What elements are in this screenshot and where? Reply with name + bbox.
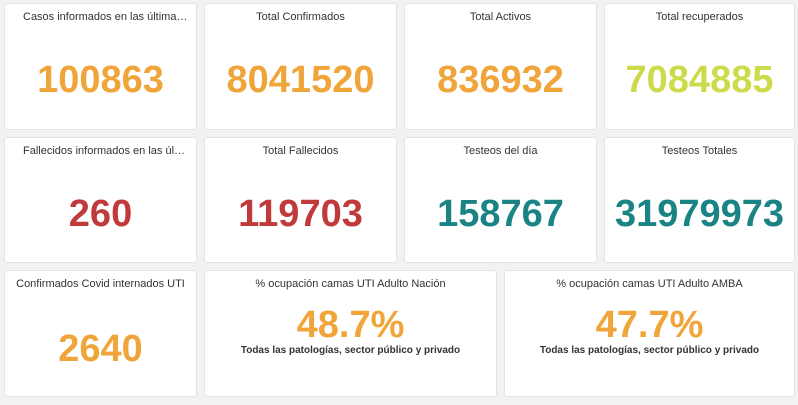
- card-title: Total Fallecidos: [262, 145, 339, 157]
- card-title: % ocupación camas UTI Adulto AMBA: [556, 278, 743, 290]
- card-value: 260: [68, 193, 133, 235]
- card-ocupacion-uti-amba: % ocupación camas UTI Adulto AMBA 47.7% …: [504, 270, 795, 397]
- card-value: 31979973: [614, 193, 785, 235]
- card-value: 119703: [238, 193, 363, 235]
- card-fallecidos-ultimas-24h: Fallecidos informados en las últim... 26…: [4, 137, 197, 263]
- card-total-fallecidos: Total Fallecidos 119703: [204, 137, 397, 263]
- card-value: 2640: [58, 328, 143, 370]
- card-total-recuperados: Total recuperados 7084885: [604, 3, 795, 130]
- card-subtitle: Todas las patologías, sector público y p…: [240, 345, 461, 356]
- card-value: 7084885: [625, 59, 774, 101]
- card-testeos-del-dia: Testeos del día 158767: [404, 137, 597, 263]
- card-value: 158767: [437, 193, 564, 235]
- card-title: % ocupación camas UTI Adulto Nación: [255, 278, 446, 290]
- card-title: Total Confirmados: [256, 11, 345, 23]
- card-value: 48.7%: [296, 304, 405, 346]
- card-value: 8041520: [226, 59, 375, 101]
- card-value: 836932: [437, 59, 564, 101]
- card-internados-uti: Confirmados Covid internados UTI 2640: [4, 270, 197, 397]
- card-subtitle: Todas las patologías, sector público y p…: [539, 345, 760, 356]
- card-title: Confirmados Covid internados UTI: [16, 278, 185, 290]
- card-total-activos: Total Activos 836932: [404, 3, 597, 130]
- card-testeos-totales: Testeos Totales 31979973: [604, 137, 795, 263]
- card-total-confirmados: Total Confirmados 8041520: [204, 3, 397, 130]
- card-title: Total recuperados: [655, 11, 744, 23]
- card-title: Fallecidos informados en las últim...: [23, 145, 196, 157]
- card-title: Testeos del día: [463, 145, 538, 157]
- card-title: Testeos Totales: [661, 145, 738, 157]
- card-casos-ultimas-24h: Casos informados en las últimas 2... 100…: [4, 3, 197, 130]
- card-value: 100863: [37, 59, 164, 101]
- card-title: Total Activos: [469, 11, 532, 23]
- card-title: Casos informados en las últimas 2...: [23, 11, 196, 23]
- card-value: 47.7%: [595, 304, 704, 346]
- card-ocupacion-uti-nacion: % ocupación camas UTI Adulto Nación 48.7…: [204, 270, 497, 397]
